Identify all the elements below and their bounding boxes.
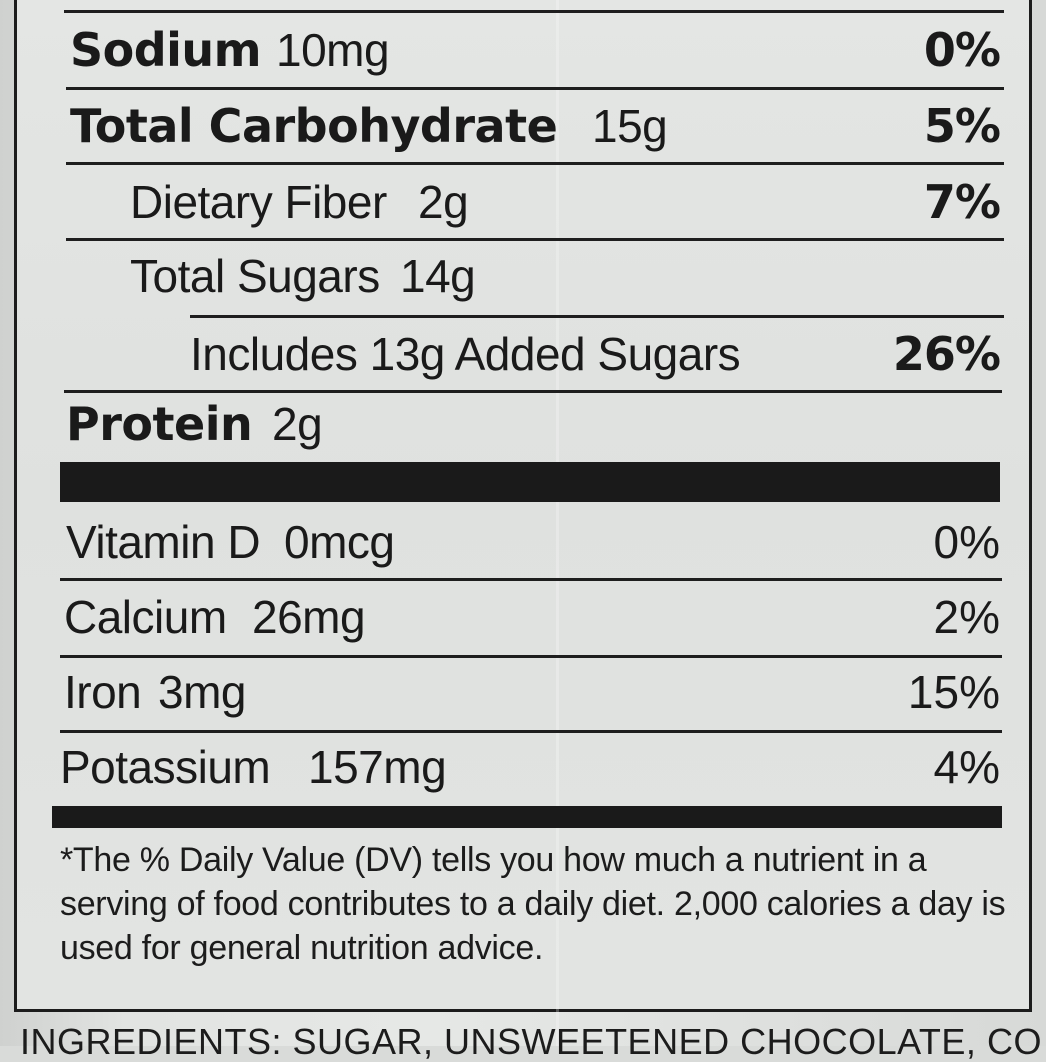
- nutrient-name: Total Carbohydrate: [70, 99, 558, 153]
- ingredients-text: INGREDIENTS: SUGAR, UNSWEETENED CHOCOLAT…: [20, 1022, 1040, 1062]
- nutrient-dv: 7%: [923, 175, 1001, 229]
- nutrient-amount: 14g: [400, 250, 476, 302]
- divider-top: [64, 10, 1004, 13]
- nutrient-amount: 15g: [592, 100, 668, 152]
- mineral-dv: 4%: [933, 741, 1000, 793]
- nutrient-row-dietary-fiber: Dietary Fiber 2g 7%: [0, 172, 1046, 232]
- nutrient-dv: 0%: [923, 23, 1001, 77]
- divider: [66, 162, 1004, 165]
- mineral-row-calcium: Calcium 26mg 2%: [0, 587, 1046, 647]
- mineral-dv: 0%: [933, 516, 1000, 568]
- divider: [60, 578, 1002, 581]
- nutrition-label-panel: [14, 0, 1032, 1012]
- nutrient-row-added-sugars: Includes 13g Added Sugars 26%: [0, 324, 1046, 384]
- nutrient-dv: 26%: [892, 327, 1001, 381]
- mineral-name: Vitamin D: [66, 516, 261, 568]
- nutrient-row-protein: Protein 2g: [0, 394, 1046, 454]
- nutrient-name: Protein: [66, 397, 253, 451]
- mineral-dv: 15%: [907, 666, 1000, 718]
- divider: [66, 238, 1004, 241]
- nutrient-name: Dietary Fiber: [130, 176, 387, 228]
- mineral-amount: 0mcg: [284, 516, 395, 568]
- divider: [64, 390, 1002, 393]
- nutrient-name: Sodium: [70, 23, 262, 77]
- divider: [60, 730, 1002, 733]
- package-crease: [556, 0, 559, 1046]
- nutrient-name: Includes 13g Added Sugars: [190, 328, 741, 380]
- nutrient-amount: 2g: [418, 176, 469, 228]
- mineral-name: Iron: [64, 666, 142, 718]
- nutrient-amount: 10mg: [276, 24, 390, 76]
- nutrient-row-sodium: Sodium 10mg 0%: [0, 20, 1046, 80]
- mineral-name: Potassium: [60, 741, 271, 793]
- divider: [66, 87, 1004, 90]
- mineral-row-potassium: Potassium 157mg 4%: [0, 737, 1046, 797]
- mineral-row-vitamin-d: Vitamin D 0mcg 0%: [0, 512, 1046, 572]
- divider: [60, 655, 1002, 658]
- mineral-row-iron: Iron 3mg 15%: [0, 662, 1046, 722]
- nutrient-name: Total Sugars: [130, 250, 380, 302]
- nutrient-row-total-sugars: Total Sugars 14g: [0, 246, 1046, 306]
- divider: [190, 315, 1004, 318]
- mineral-dv: 2%: [933, 591, 1000, 643]
- bottom-divider-bar: [52, 806, 1002, 828]
- mineral-amount: 3mg: [158, 666, 246, 718]
- nutrient-row-total-carbohydrate: Total Carbohydrate 15g 5%: [0, 96, 1046, 156]
- nutrient-amount: 2g: [272, 398, 323, 450]
- thick-divider-bar: [60, 462, 1000, 502]
- mineral-name: Calcium: [64, 591, 227, 643]
- mineral-amount: 26mg: [252, 591, 366, 643]
- nutrient-dv: 5%: [923, 99, 1001, 153]
- mineral-amount: 157mg: [308, 741, 447, 793]
- daily-value-footnote: *The % Daily Value (DV) tells you how mu…: [60, 841, 1006, 967]
